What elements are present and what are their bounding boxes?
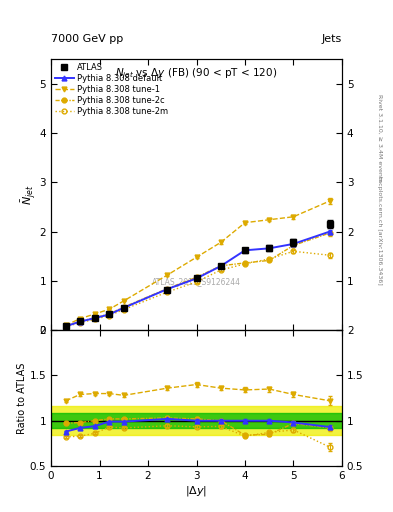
- Text: ATLAS_2011_S9126244: ATLAS_2011_S9126244: [152, 277, 241, 286]
- Text: 7000 GeV pp: 7000 GeV pp: [51, 33, 123, 44]
- Text: $N_{jet}$ vs $\Delta y$ (FB) (90 < pT < 120): $N_{jet}$ vs $\Delta y$ (FB) (90 < pT < …: [116, 67, 277, 81]
- Text: Jets: Jets: [321, 33, 342, 44]
- Bar: [51, 406, 342, 435]
- Bar: [51, 414, 342, 428]
- Text: mcplots.cern.ch [arXiv:1306.3436]: mcplots.cern.ch [arXiv:1306.3436]: [377, 176, 382, 285]
- X-axis label: $|\Delta y|$: $|\Delta y|$: [185, 483, 208, 498]
- Legend: ATLAS, Pythia 8.308 default, Pythia 8.308 tune-1, Pythia 8.308 tune-2c, Pythia 8: ATLAS, Pythia 8.308 default, Pythia 8.30…: [53, 61, 170, 118]
- Text: Rivet 3.1.10, ≥ 3.4M events: Rivet 3.1.10, ≥ 3.4M events: [377, 94, 382, 182]
- Y-axis label: Ratio to ATLAS: Ratio to ATLAS: [17, 362, 27, 434]
- Y-axis label: $\bar{N}_{jet}$: $\bar{N}_{jet}$: [20, 184, 38, 205]
